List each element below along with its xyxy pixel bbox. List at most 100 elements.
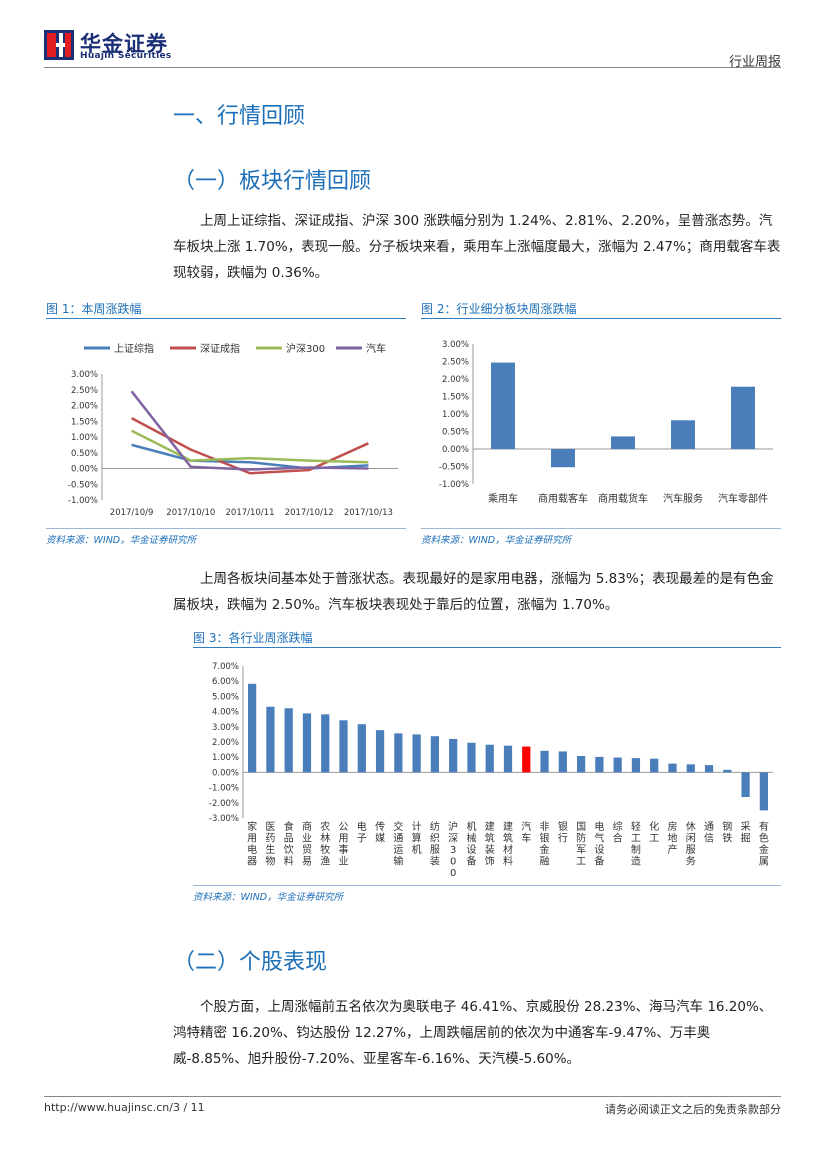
subsection-heading-sector-review: （一）板块行情回顾 [173,169,372,194]
legend-label: 上证综指 [114,342,154,355]
series-line [131,416,369,475]
y-tick-label: 2.00% [442,375,469,385]
y-tick-label: 3.00% [212,723,239,733]
y-tick-label: 4.00% [212,708,239,718]
bar [449,738,458,773]
x-category-label: 轻工制造 [631,820,641,868]
x-category-label: 公用事业 [339,822,349,868]
bar [759,772,768,811]
bar [284,708,293,773]
figure-3-bottom-rule [193,885,781,886]
footer-divider [44,1096,781,1097]
figure-1-source: 资料来源：WIND，华金证券研究所 [46,535,197,546]
figure-2-top-rule [421,318,781,319]
header-divider [44,67,781,68]
x-category-label: 建筑材料 [503,820,513,868]
x-category-label: 通信 [704,821,714,845]
x-category-label: 电气设备 [594,820,604,868]
bar [375,730,385,773]
x-category-label: 综合 [613,820,623,845]
y-tick-label: 6.00% [212,677,239,687]
line-chart-weekly-change: -1.00% -0.50% 0.00% 0.50% 1.00% 1.50% 2.00% 2.5… [68,342,398,518]
bar [611,436,635,449]
x-category-label: 家用电器 [247,820,257,868]
x-tick-label: 2017/10/13 [344,508,393,518]
series-line [131,429,369,464]
y-tick-label: 1.00% [71,433,98,443]
figure-3-title: 图 3：各行业周涨跌幅 [193,631,313,645]
y-tick-label: -1.00% [439,480,469,490]
bar [731,386,755,449]
x-category-label: 传媒 [375,821,385,845]
bar [631,758,641,773]
figure-3-top-rule [193,647,781,648]
footer-url-page[interactable]: http://www.huajinsc.cn/3 / 11 [44,1101,205,1114]
bar [671,420,695,449]
figure-2-title: 图 2：行业细分板块周涨跌幅 [421,302,577,316]
bar [302,713,312,773]
y-tick-label: 5.00% [212,692,239,702]
x-category-label: 计算机 [412,820,422,856]
bar [613,757,622,773]
section-heading-market-review: 一、行情回顾 [173,104,306,129]
paragraph-sector-summary: 上周上证综指、深证成指、沪深 300 涨跌幅分别为 1.24%、2.81%、2.… [173,213,781,281]
bar [485,744,494,773]
x-category-label: 汽车 [521,820,531,845]
bar [595,756,604,773]
logo-english-name: Huajin Securities [80,51,172,61]
x-tick-label: 2017/10/9 [110,508,154,518]
bar [412,734,421,773]
x-category-label: 商用载货车 [598,492,648,505]
figure-3: 图 3：各行业周涨跌幅 [193,629,312,646]
x-category-label: 商用载客车 [538,492,588,505]
x-category-label: 钢铁 [722,820,732,845]
logo-chinese-name: 华金证券 [80,32,168,56]
bar [339,720,348,773]
logo-mark-icon [44,30,74,60]
footer-disclaimer: 请务必阅读正文之后的免责条款部分 [605,1103,781,1116]
figure-3-source: 资料来源：WIND，华金证券研究所 [193,892,344,903]
bar [551,449,575,468]
legend-label: 汽车 [366,342,386,355]
figure-1: 图 1：本周涨跌幅 [46,300,141,317]
bar [540,750,549,773]
y-tick-label: 1.00% [212,753,239,763]
legend-label: 深证成指 [200,342,240,355]
paragraph-stock-summary: 个股方面，上周涨幅前五名依次为奥联电子 46.41%、京威股份 28.23%、海… [173,999,773,1067]
bar [357,724,366,773]
y-tick-label: 2.00% [212,738,239,748]
figure-2: 图 2：行业细分板块周涨跌幅 [421,300,576,317]
x-category-label: 汽车服务 [663,492,703,505]
x-category-label: 医药生物 [265,821,275,868]
x-tick-label: 2017/10/11 [226,508,275,518]
y-tick-label: 3.00% [71,370,98,380]
x-category-label: 纺织服装 [430,820,440,868]
x-category-label: 房地产 [667,820,677,856]
x-tick-label: 2017/10/10 [166,508,215,518]
x-category-label: 化工 [649,820,659,845]
x-category-label: 汽车零部件 [718,492,768,505]
figure-1-bottom-rule [46,528,406,529]
bar [503,745,513,773]
x-category-label: 建筑装饰 [485,820,495,868]
y-tick-label: 2.50% [442,358,469,368]
x-category-label: 农林牧渔 [320,820,330,868]
bar [704,765,714,773]
figure-2-bottom-rule [421,528,781,529]
legend-label: 沪深300 [286,342,325,355]
figure-2-source: 资料来源：WIND，华金证券研究所 [421,535,572,546]
figure-1-top-rule [46,318,406,319]
y-tick-label: -1.00% [68,496,98,506]
y-tick-label: 0.00% [212,768,239,778]
bar [741,772,750,798]
x-category-label: 食品饮料 [284,820,294,868]
x-category-label: 电子 [357,820,367,845]
x-category-label: 国防军工 [576,821,586,868]
y-tick-label: 0.00% [71,465,98,475]
bar [686,764,695,773]
y-tick-label: 7.00% [212,662,239,672]
y-tick-label: 2.50% [71,386,98,396]
x-category-label: 沪深 3 0 0 [448,820,458,879]
bar [467,742,476,773]
bar [668,763,677,773]
